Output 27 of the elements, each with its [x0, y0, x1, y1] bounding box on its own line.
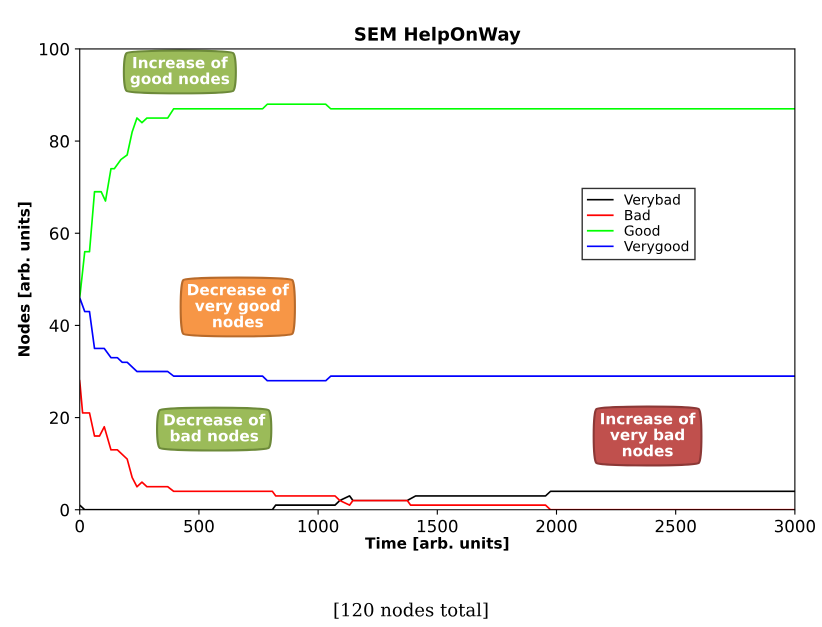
y-tick-label: 0 [60, 504, 69, 516]
y-tick-label: 80 [50, 135, 69, 148]
x-tick-label: 2500 [656, 520, 696, 532]
text: [120 nodes total] [334, 602, 488, 619]
legend-label: Bad [625, 210, 650, 220]
x-axis-title: Time [arb. units] [365, 536, 508, 551]
line-series [80, 296, 795, 382]
x-tick-label: 0 [76, 520, 84, 532]
x-tick-label: 3000 [774, 520, 815, 532]
annotation: Increase of good nodes [130, 56, 230, 88]
chart-title: SEM HelpOnWay [355, 26, 520, 44]
x-tick-label: 1500 [418, 520, 458, 532]
y-tick-label: 60 [50, 227, 69, 240]
annotation: Increase of very bad nodes [601, 412, 696, 456]
x-tick-label: 1000 [298, 520, 338, 532]
y-tick-label: 100 [40, 42, 69, 56]
y-axis-title: Nodes [arb. units] [18, 202, 32, 356]
legend-label: Verybad [624, 194, 680, 208]
y-tick-label: 40 [50, 319, 69, 332]
x-tick-label: 2000 [536, 520, 577, 532]
annotation: Decrease of bad nodes [164, 414, 266, 442]
annotation: Decrease of very good nodes [188, 284, 290, 328]
x-tick-label: 500 [184, 520, 214, 532]
legend-label: Verygood [624, 240, 688, 254]
y-tick-label: 20 [50, 412, 69, 424]
legend-label: Good [624, 225, 660, 236]
line-series [80, 103, 795, 299]
